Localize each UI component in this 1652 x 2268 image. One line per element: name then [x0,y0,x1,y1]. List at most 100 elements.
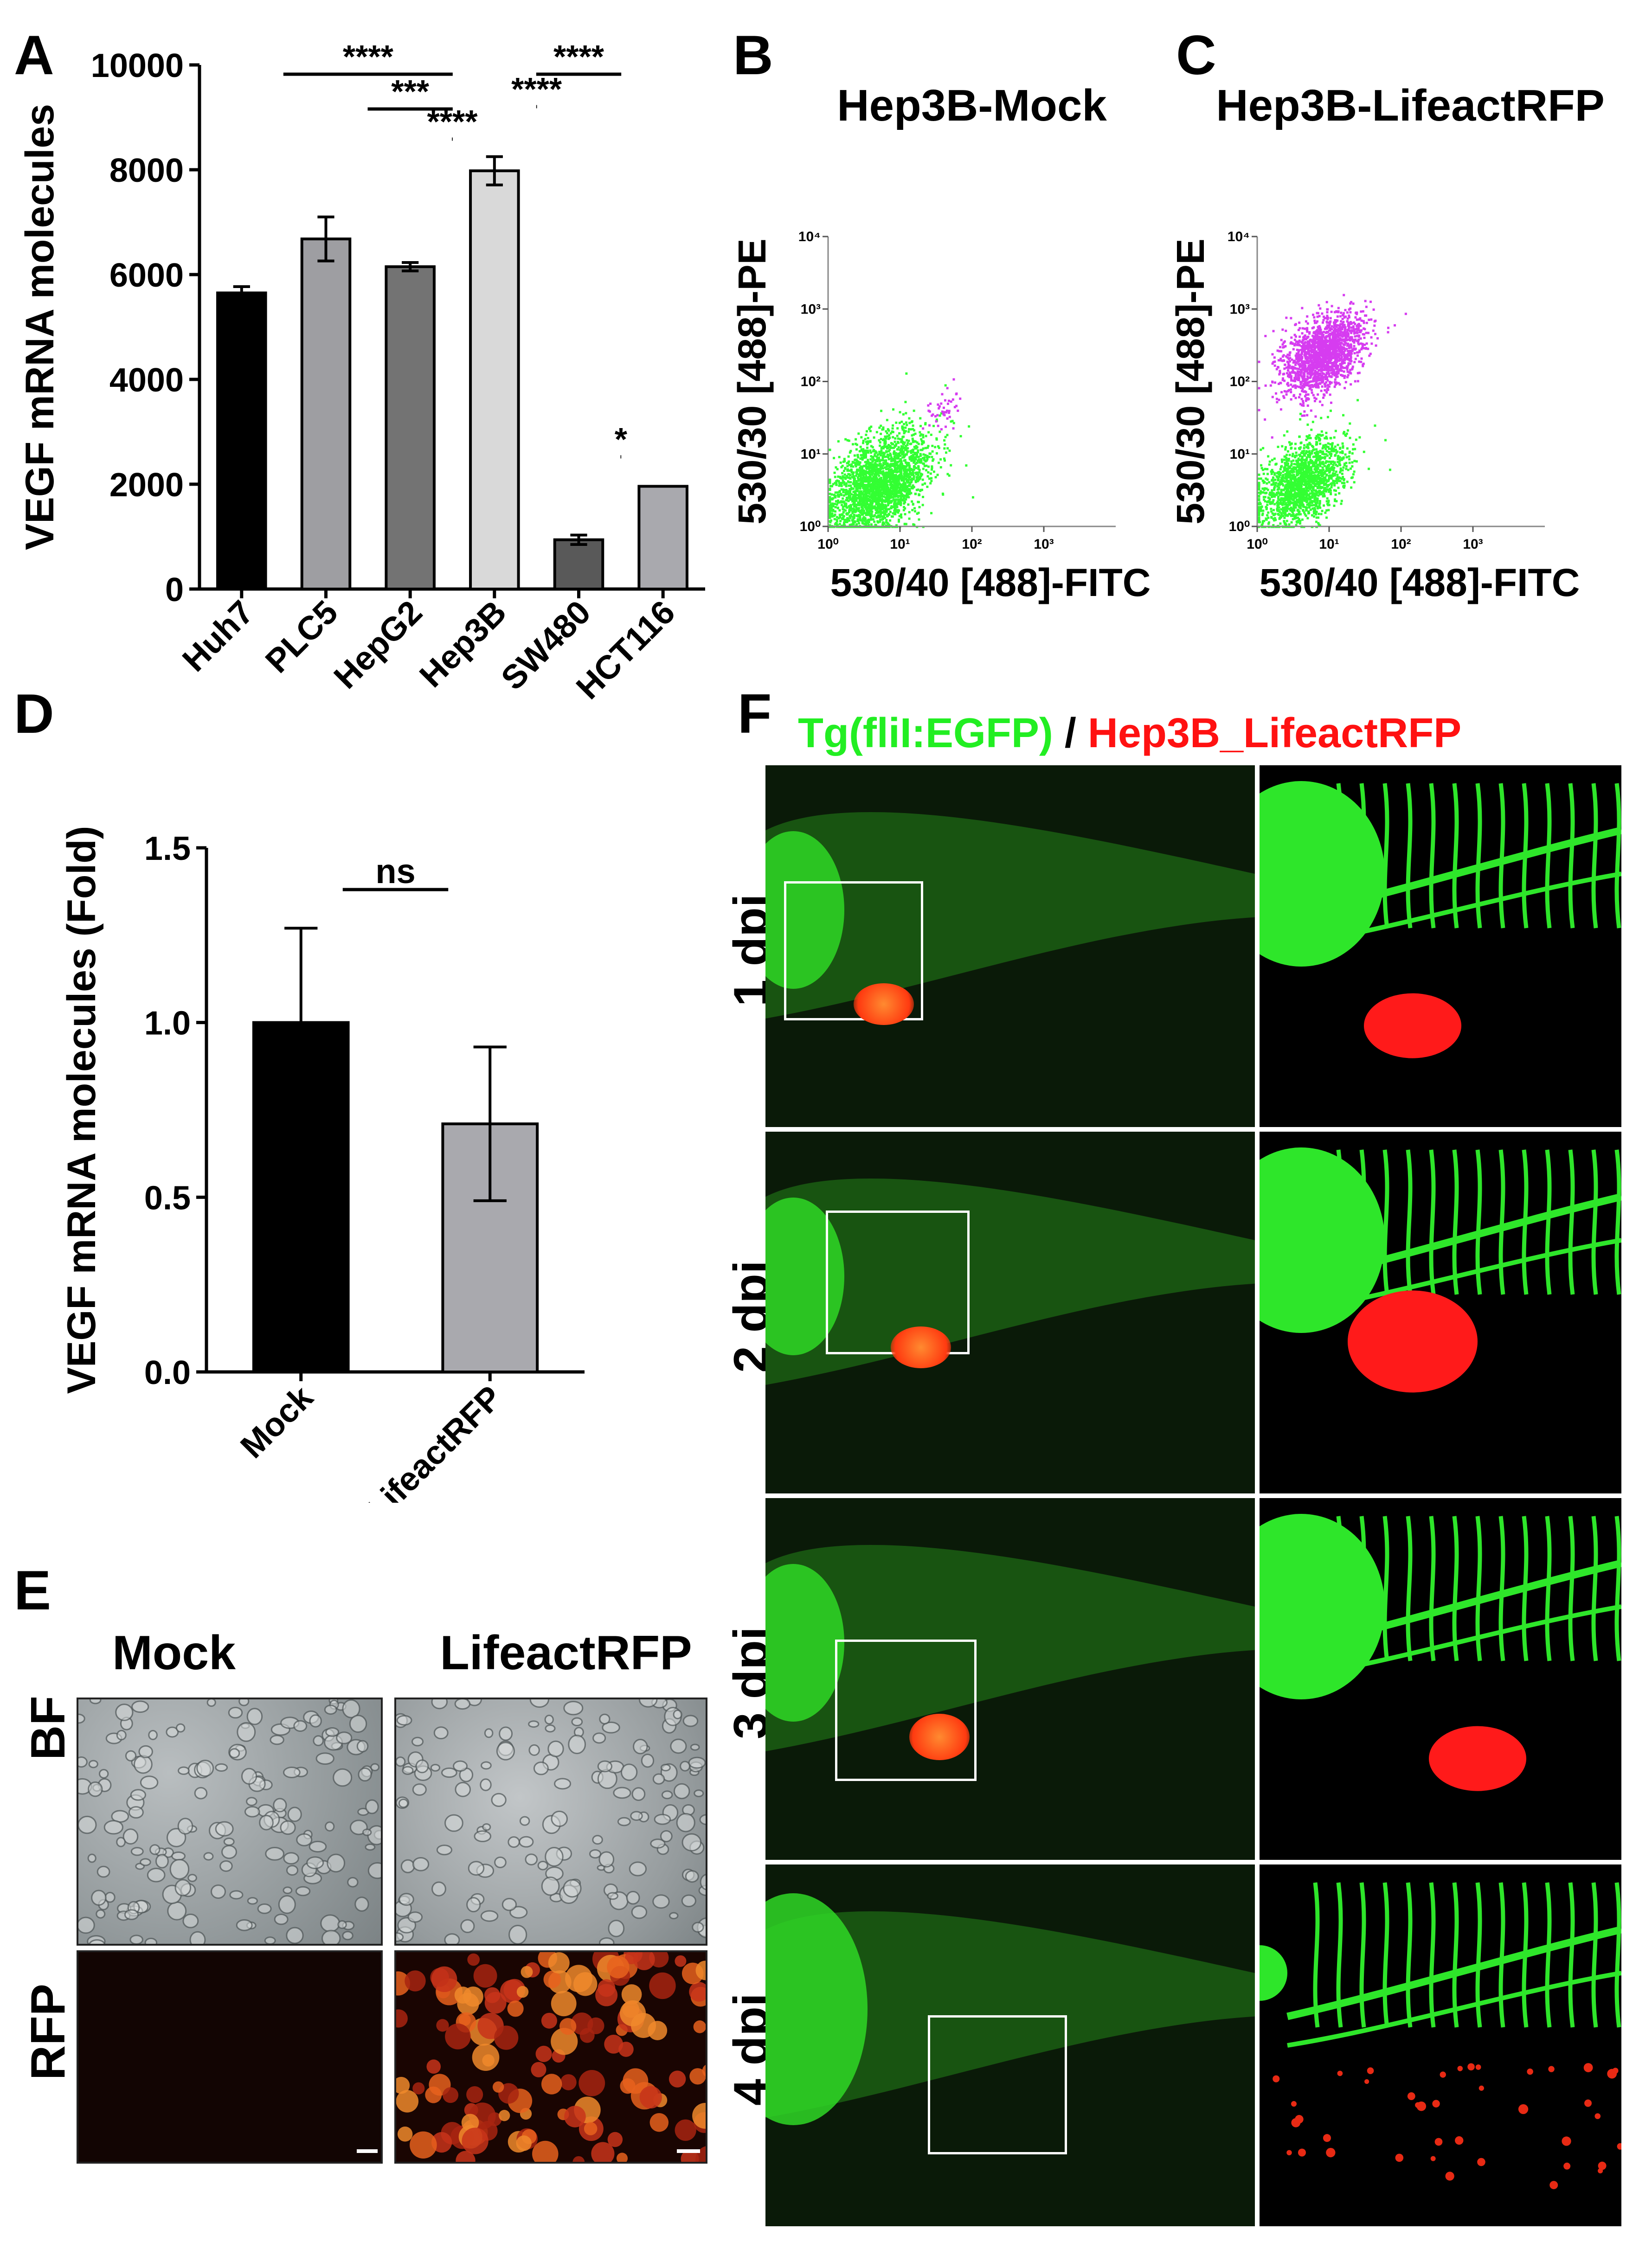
event-dot [1355,438,1357,441]
event-dot [1304,473,1306,475]
event-dot [912,503,914,506]
event-dot [887,514,889,517]
event-dot [861,504,863,507]
event-dot [892,447,895,449]
event-dot [854,461,857,464]
event-dot [837,499,840,502]
event-dot [1322,468,1325,471]
event-dot [1320,390,1323,392]
event-dot [1328,457,1331,460]
event-dot [1282,480,1285,482]
event-dot [1319,442,1322,445]
event-dot [848,469,850,472]
event-dot [1270,483,1273,486]
event-dot [849,517,852,519]
event-dot [848,451,851,454]
event-dot [871,510,874,513]
event-dot [899,469,902,472]
event-dot [1307,467,1310,469]
event-dot [883,479,886,481]
event-dot [855,443,858,446]
event-dot [1303,444,1306,447]
event-dot [887,480,890,482]
event-dot [1307,377,1310,379]
event-dot [901,436,904,438]
bar [469,169,520,590]
event-dot [1314,492,1317,495]
event-dot [910,442,913,445]
event-dot [830,497,833,500]
event-dot [1325,437,1328,440]
event-dot [888,492,891,494]
event-dot [1262,473,1265,475]
event-dot [842,469,845,472]
event-dot [873,514,876,517]
event-dot [900,440,903,442]
event-dot [1288,454,1291,456]
event-dot [1316,465,1319,468]
event-dot [925,464,928,467]
event-dot [884,493,887,495]
event-dot [1340,353,1343,356]
event-dot [1355,460,1358,463]
event-dot [901,476,904,479]
event-dot [1341,481,1343,484]
event-dot [1388,468,1391,471]
event-dot [1258,518,1260,521]
event-dot [1273,473,1276,476]
event-dot [1277,446,1279,448]
event-dot [1352,443,1355,446]
event-dot [872,457,874,460]
x-tick-label: 10³ [1034,537,1054,552]
event-dot [874,461,877,464]
event-dot [848,524,851,526]
event-dot [1314,469,1317,472]
event-dot [1326,376,1329,378]
event-dot [1316,379,1319,382]
event-dot [874,493,877,496]
event-dot [871,471,874,474]
event-dot [1345,456,1348,459]
event-dot [833,457,836,460]
event-dot [915,445,918,448]
event-dot [914,453,917,456]
event-dot [870,477,873,480]
event-dot [865,477,868,480]
event-dot [1290,447,1292,450]
event-dot [905,478,908,481]
event-dot [1339,469,1342,472]
event-dot [1315,520,1318,523]
event-dot [885,519,888,521]
event-dot [1300,466,1303,469]
event-dot [885,524,887,527]
event-dot [1298,396,1300,399]
event-dot [1321,471,1324,474]
event-dot [868,505,871,507]
event-dot [888,497,891,500]
event-dot [1318,502,1321,505]
event-dot [1323,484,1325,487]
event-dot [894,457,897,460]
event-dot [1347,333,1350,336]
event-dot [1298,498,1300,501]
event-dot [872,495,874,498]
event-dot [1308,442,1311,444]
event-dot [852,475,855,478]
event-dot [867,449,869,452]
event-dot [1264,500,1266,503]
event-dot [1314,459,1317,462]
event-dot [1331,484,1333,487]
event-dot [882,486,885,489]
event-dot [1282,354,1285,357]
significance-label: **** [343,38,394,75]
event-dot [868,480,871,483]
event-dot [1287,476,1290,479]
event-dot [1298,477,1300,480]
event-dot [842,516,844,519]
event-dot [833,518,836,520]
event-dot [1305,468,1308,470]
event-dot [1276,485,1279,488]
event-dot [887,491,890,494]
event-dot [885,480,887,482]
event-dot [1325,488,1328,491]
